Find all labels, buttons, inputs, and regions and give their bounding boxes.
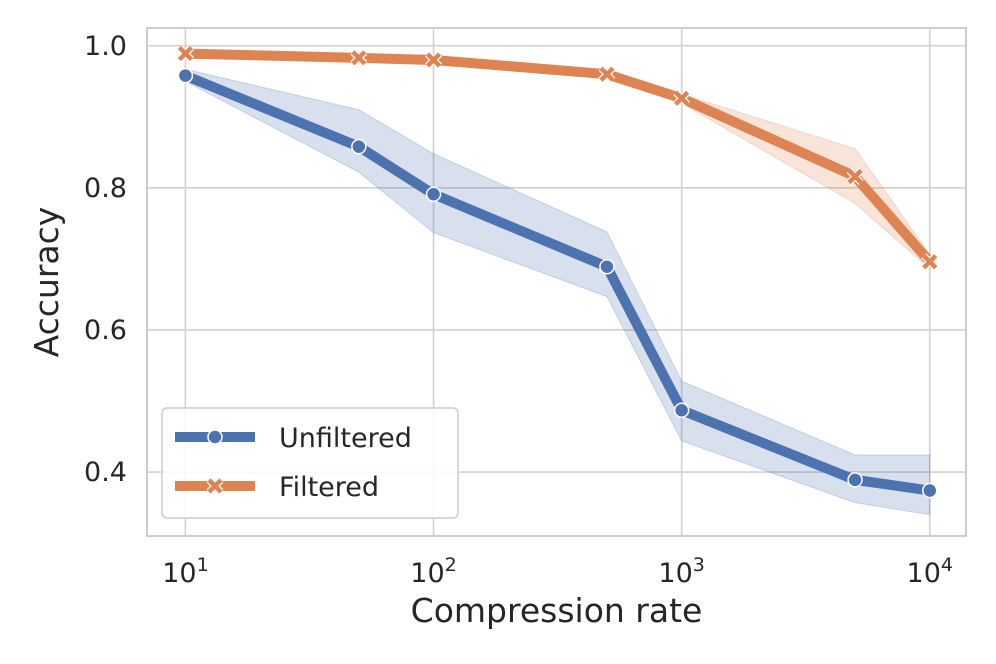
marker-stroke [922, 254, 938, 270]
legend-label-unfiltered: Unfiltered [279, 423, 412, 454]
y-tick-labels: 0.4 0.6 0.8 1.0 [84, 31, 127, 488]
data-point-unfiltered [351, 138, 367, 155]
data-point-filtered [350, 49, 368, 67]
data-point-filtered [921, 253, 939, 271]
x-tick-exponent: 3 [693, 554, 705, 576]
y-tick-label: 0.8 [84, 173, 127, 204]
series-markers [176, 45, 939, 499]
x-tick-exponent: 4 [941, 554, 953, 576]
confidence-band-unfiltered [184, 68, 931, 516]
data-point-filtered [846, 168, 864, 185]
data-point-unfiltered [921, 482, 938, 499]
data-point-unfiltered [847, 472, 863, 488]
x-tick-labels: 101 102 103 104 [162, 554, 953, 589]
x-tick-label: 103 [658, 554, 704, 589]
marker-stroke [207, 478, 223, 494]
marker-stroke [847, 168, 863, 185]
legend-marker-filtered [206, 477, 224, 495]
marker-stroke [674, 90, 690, 106]
data-point-unfiltered [425, 186, 442, 203]
marker-stroke [425, 52, 442, 68]
x-tick-label: 101 [162, 554, 208, 589]
legend-item-unfiltered: Unfiltered [175, 423, 412, 454]
x-tick-base: 10 [162, 558, 196, 589]
y-tick-label: 1.0 [84, 31, 127, 62]
data-point-unfiltered [177, 67, 194, 84]
x-tick-base: 10 [410, 558, 444, 589]
x-tick-exponent: 1 [197, 554, 209, 576]
legend-item-filtered: Filtered [175, 472, 379, 503]
data-point-filtered [673, 89, 691, 107]
marker-stroke [599, 66, 615, 82]
data-point-unfiltered [599, 258, 615, 275]
x-tick-label: 102 [410, 554, 456, 589]
y-axis-title: Accuracy [27, 207, 66, 358]
data-point-unfiltered [673, 402, 690, 418]
marker-stroke [351, 50, 367, 66]
data-point-filtered [598, 65, 616, 83]
x-tick-label: 104 [907, 554, 953, 589]
y-tick-label: 0.6 [84, 315, 127, 346]
legend: Unfiltered Filtered [161, 407, 459, 519]
legend-label-filtered: Filtered [279, 472, 379, 503]
data-point-filtered [176, 45, 194, 63]
plot-frame [146, 27, 967, 537]
y-tick-label: 0.4 [84, 457, 127, 488]
x-tick-exponent: 2 [445, 554, 457, 576]
x-tick-base: 10 [907, 558, 941, 589]
legend-marker-unfiltered [207, 429, 223, 445]
x-axis-title: Compression rate [411, 591, 703, 630]
data-point-filtered [425, 51, 443, 69]
marker-stroke [177, 45, 194, 62]
x-tick-base: 10 [658, 558, 692, 589]
